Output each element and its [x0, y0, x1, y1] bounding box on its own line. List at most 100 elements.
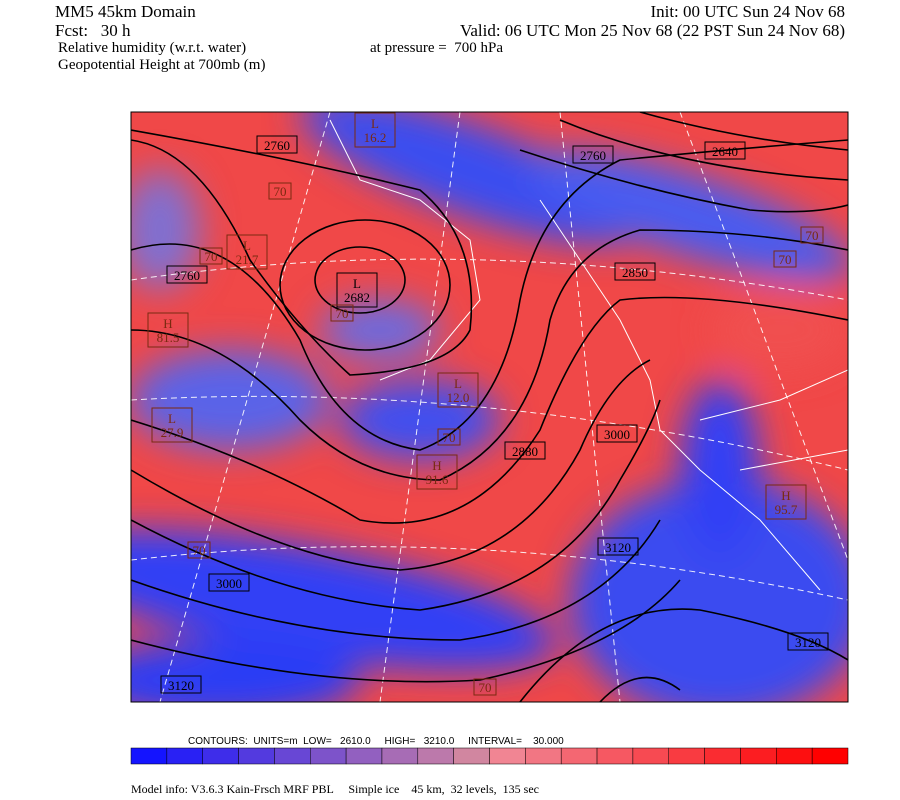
- colorbar: [130, 747, 849, 765]
- height-label: 2880: [512, 444, 538, 459]
- center-value: 91.6: [426, 472, 449, 487]
- center-value: 81.5: [157, 330, 180, 345]
- label-box: [597, 537, 639, 556]
- rh-box: [330, 304, 354, 322]
- rh-label: 70: [806, 228, 819, 243]
- label-box: [787, 632, 829, 651]
- init-time: Init: 00 UTC Sun 24 Nov 68: [650, 2, 845, 21]
- rh-label: 70: [274, 184, 287, 199]
- center-letter: L: [454, 376, 462, 391]
- colorbar-cell: [345, 747, 383, 765]
- valid-time: Valid: 06 UTC Mon 25 Nov 68 (22 PST Sun …: [460, 21, 845, 40]
- colorbar-cell: [310, 747, 347, 765]
- rh-box: [473, 678, 497, 696]
- colorbar-cell: [453, 747, 490, 765]
- rh-box: [800, 226, 824, 244]
- center-letter: H: [432, 458, 441, 473]
- height-label: 3120: [605, 540, 631, 555]
- contour-info: CONTOURS: UNITS=m LOW= 2610.0 HIGH= 3210…: [188, 736, 564, 747]
- label-box: [596, 424, 638, 443]
- center-value: 12.0: [447, 390, 470, 405]
- model-info: Model info: V3.6.3 Kain-Frsch MRF PBL Si…: [131, 782, 539, 796]
- colorbar-cell: [166, 747, 203, 765]
- center-letter: L: [353, 276, 361, 291]
- domain-title: MM5 45km Domain: [55, 2, 196, 21]
- height-labels: 2760 2760 2760 2640 2850 2880 3000 3000 3120 3120…: [160, 135, 829, 694]
- label-box: [504, 441, 546, 460]
- colorbar-cell: [130, 747, 168, 765]
- height-label: 2760: [264, 138, 290, 153]
- colorbar-cell: [489, 747, 526, 765]
- center-letter: H: [781, 488, 790, 503]
- field-name: Relative humidity (w.r.t. water): [58, 40, 246, 56]
- label-box: [160, 675, 202, 694]
- colorbar-cell: [811, 747, 849, 765]
- label-box: [208, 573, 250, 592]
- label-box: [256, 135, 298, 154]
- rh-label: 70: [205, 249, 218, 264]
- center-box: [416, 454, 458, 490]
- rh-box: [199, 247, 223, 265]
- center-letter: L: [371, 116, 379, 131]
- height-label: 3000: [604, 427, 630, 442]
- rh-label: 70: [336, 306, 349, 321]
- height-label: 3120: [795, 635, 821, 650]
- graticule: [131, 112, 848, 702]
- height-label: 3120: [168, 678, 194, 693]
- height-label: 2850: [622, 265, 648, 280]
- center-box: [336, 272, 378, 308]
- center-value: 27.9: [161, 425, 184, 440]
- overlay-name: Geopotential Height at 700mb (m): [58, 57, 265, 73]
- map-frame: [130, 111, 849, 703]
- colorbar-cell: [202, 747, 239, 765]
- colorbar-cell: [740, 747, 777, 765]
- colorbar-cell: [632, 747, 670, 765]
- rh-label: 70: [193, 543, 206, 558]
- center-box: [226, 234, 268, 270]
- height-label: 2640: [712, 144, 738, 159]
- height-label: 2760: [580, 148, 606, 163]
- colorbar-cell: [776, 747, 813, 765]
- center-box: [437, 372, 479, 408]
- rh-labels: 70 70 70 70 70 70 70 70: [187, 182, 824, 696]
- rh-label: 70: [443, 430, 456, 445]
- height-contours: [131, 112, 848, 702]
- center-value: 16.2: [364, 130, 387, 145]
- center-box: [151, 407, 193, 443]
- center-box: [765, 484, 807, 520]
- label-box: [166, 265, 208, 284]
- center-value: 2682: [344, 290, 370, 305]
- center-box: [147, 312, 189, 348]
- rh-box: [268, 182, 292, 200]
- colorbar-cell: [381, 747, 419, 765]
- rh-label: 70: [779, 252, 792, 267]
- center-value: 95.7: [775, 502, 798, 517]
- colorbar-cell: [274, 747, 311, 765]
- colorbar-cell: [238, 747, 275, 765]
- colorbar-cell: [417, 747, 454, 765]
- center-letter: L: [168, 411, 176, 426]
- rh-box: [437, 428, 461, 446]
- rh-label: 70: [479, 680, 492, 695]
- label-box: [614, 262, 656, 281]
- height-label: 3000: [216, 576, 242, 591]
- coastlines: [329, 119, 848, 591]
- rh-box: [187, 541, 211, 559]
- colorbar-cell: [560, 747, 598, 765]
- rh-box: [773, 250, 797, 268]
- forecast-hour: Fcst: 30 h: [55, 21, 131, 40]
- label-box: [572, 145, 614, 164]
- label-box: [704, 141, 746, 160]
- colorbar-cell: [596, 747, 634, 765]
- center-letter: H: [163, 316, 172, 331]
- map-field: [131, 112, 848, 702]
- pressure-level: at pressure = 700 hPa: [370, 40, 503, 56]
- center-box: [354, 112, 396, 148]
- height-label: 2760: [174, 268, 200, 283]
- center-value: 21.7: [236, 252, 259, 267]
- center-letter: L: [243, 238, 251, 253]
- colorbar-cell: [525, 747, 562, 765]
